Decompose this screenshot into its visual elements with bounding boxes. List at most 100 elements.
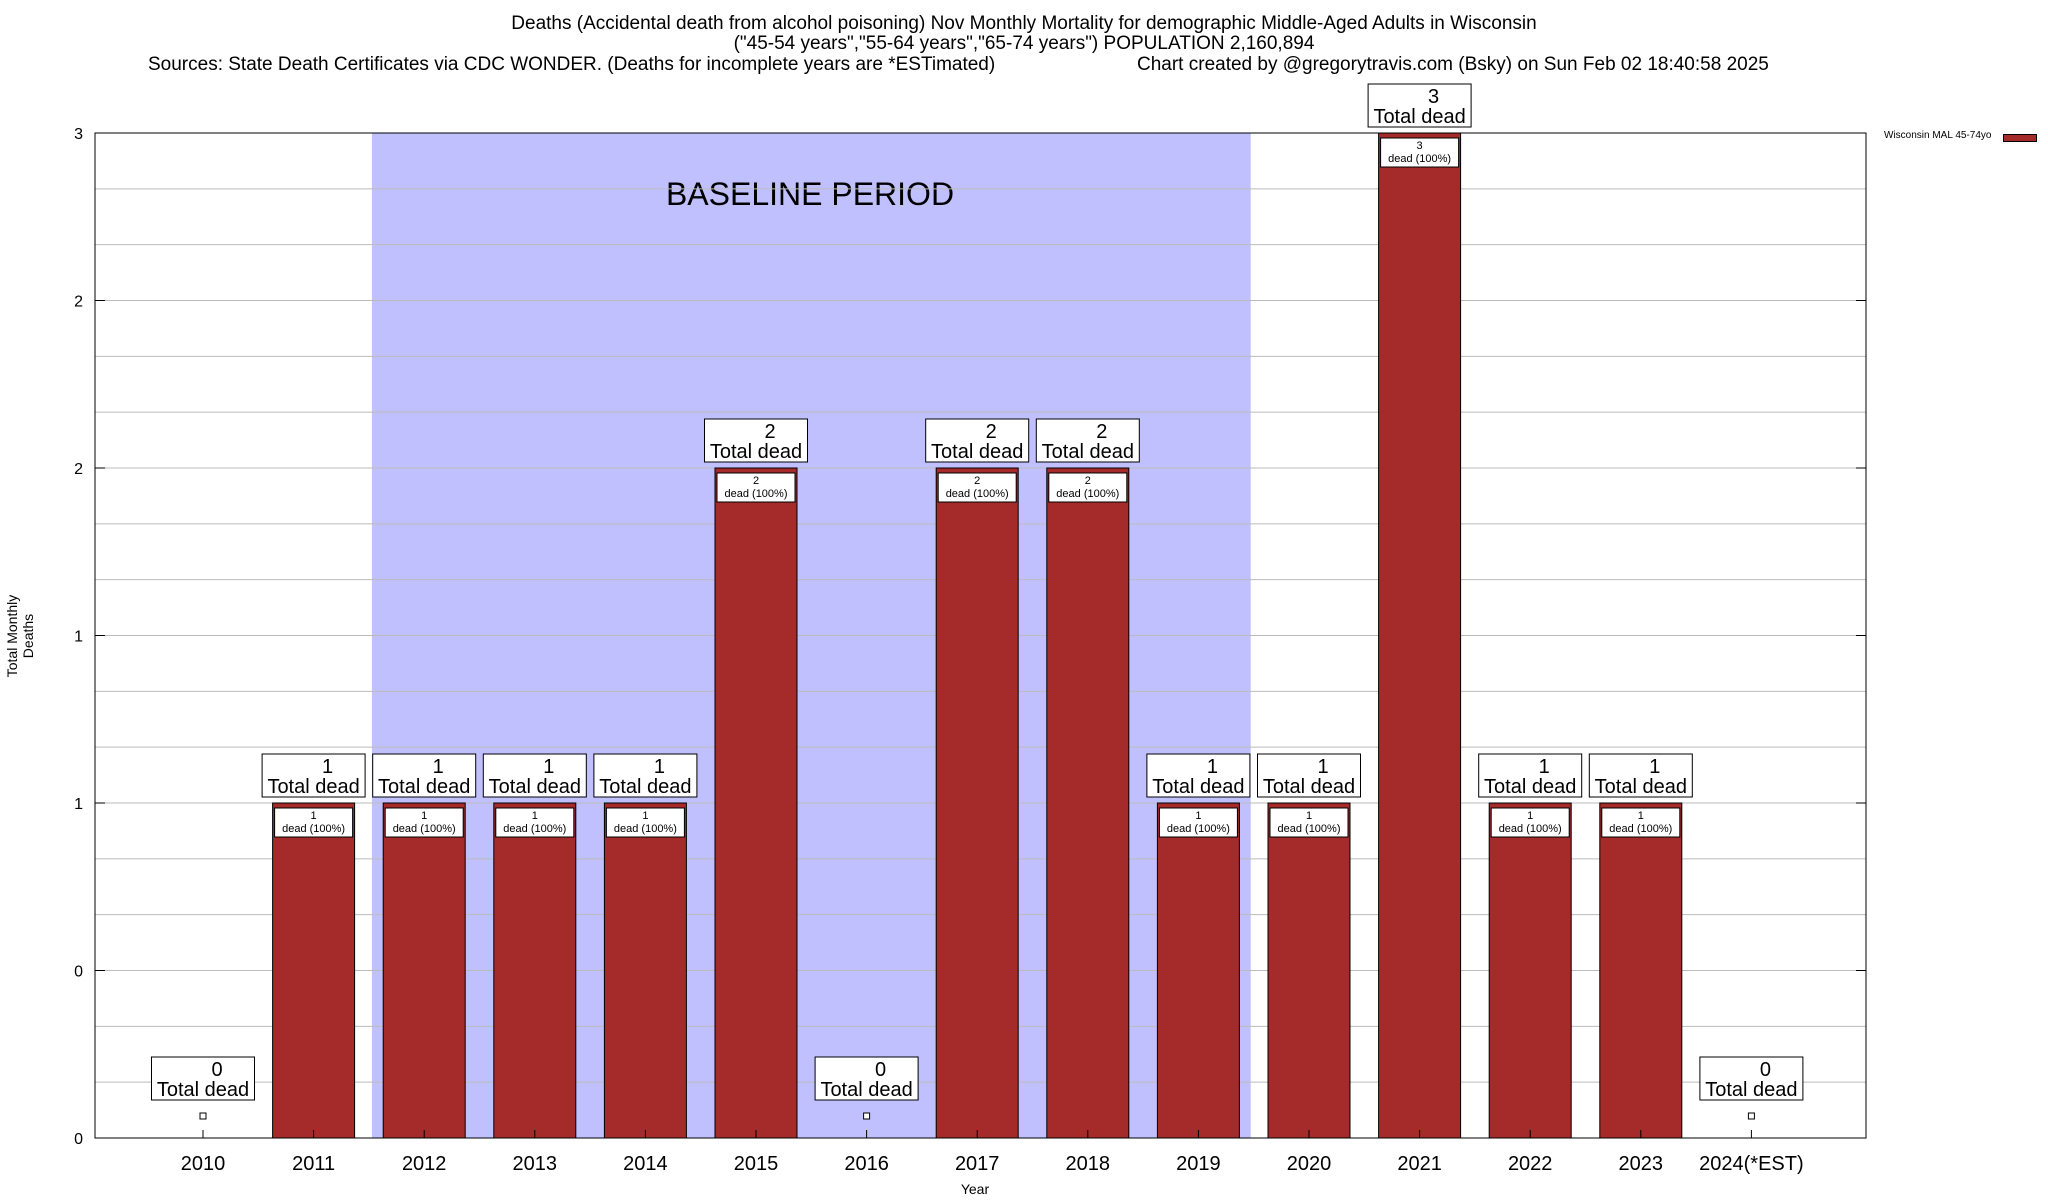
x-tick-label: 2012	[402, 1153, 447, 1175]
total-text-label: Total dead	[1484, 776, 1576, 798]
total-text-label: Total dead	[1595, 776, 1687, 798]
segment-label-box	[384, 807, 464, 838]
total-text-label: Total dead	[710, 441, 802, 463]
x-tick-label: 2023	[1619, 1153, 1664, 1175]
y-tick-label: 2	[74, 294, 83, 311]
segment-value-label: 1	[421, 810, 427, 822]
x-tick-label: 2013	[513, 1153, 558, 1175]
legend-swatch	[2003, 134, 2037, 142]
bars	[199, 132, 1755, 1139]
zero-marker	[199, 1112, 207, 1120]
segment-text-label: dead (100%)	[503, 823, 566, 835]
total-value-label: 1	[543, 756, 554, 778]
y-tick-label: 1	[74, 796, 83, 813]
x-tick-label: 2014	[623, 1153, 668, 1175]
total-value-label: 1	[1207, 756, 1218, 778]
bar	[1046, 467, 1130, 1139]
y-tick-label: 0	[74, 1131, 83, 1148]
segment-value-label: 1	[311, 810, 317, 822]
bar	[935, 467, 1019, 1139]
total-label-box	[1699, 1056, 1804, 1101]
segment-text-label: dead (100%)	[1278, 823, 1341, 835]
segment-text-label: dead (100%)	[614, 823, 677, 835]
x-axis-label: Year	[960, 1181, 990, 1197]
y-tick-label: 3	[74, 126, 83, 143]
total-label-box	[814, 1056, 919, 1101]
total-value-label: 1	[1317, 756, 1328, 778]
bar	[603, 802, 687, 1139]
segment-label-box	[1269, 807, 1349, 838]
y-tick-label: 2	[74, 461, 83, 478]
x-tick-label: 2015	[734, 1153, 779, 1175]
chart-title: Deaths (Accidental death from alcohol po…	[0, 14, 2048, 54]
total-value-label: 2	[1096, 421, 1107, 443]
segment-label-box	[1380, 137, 1460, 168]
total-value-label: 1	[433, 756, 444, 778]
segment-text-label: dead (100%)	[1388, 153, 1451, 165]
segment-text-label: dead (100%)	[1167, 823, 1230, 835]
total-text-label: Total dead	[820, 1079, 912, 1101]
bar	[1156, 802, 1240, 1139]
total-label-box	[1257, 753, 1361, 798]
segment-label-box	[1048, 472, 1128, 503]
total-value-label: 0	[1760, 1059, 1771, 1081]
total-label-box	[482, 753, 587, 798]
segment-value-label: 1	[1306, 810, 1312, 822]
total-text-label: Total dead	[931, 441, 1023, 463]
baseline-label: BASELINE PERIOD	[666, 176, 954, 212]
segment-value-label: 2	[753, 475, 759, 487]
segment-label-box	[937, 472, 1017, 503]
segment-text-label: dead (100%)	[946, 488, 1009, 500]
total-label-box	[704, 418, 808, 463]
total-text-label: Total dead	[1042, 441, 1134, 463]
total-text-label: Total dead	[157, 1079, 249, 1101]
total-text-label: Total dead	[1373, 106, 1465, 128]
segment-value-label: 1	[532, 810, 538, 822]
y-tick-label: 0	[74, 964, 83, 981]
segment-value-label: 1	[1527, 810, 1533, 822]
bar	[1488, 802, 1572, 1139]
segment-value-label: 1	[1638, 810, 1644, 822]
total-text-label: Total dead	[267, 776, 359, 798]
y-axis-label: Total Monthly Deaths	[4, 594, 36, 678]
total-value-label: 0	[875, 1059, 886, 1081]
segment-text-label: dead (100%)	[1609, 823, 1672, 835]
y-tick-label: 1	[74, 629, 83, 646]
segment-label-box	[716, 472, 796, 503]
segment-value-label: 3	[1417, 140, 1423, 152]
segment-value-label: 1	[1195, 810, 1201, 822]
total-value-label: 0	[211, 1059, 222, 1081]
zero-marker	[863, 1112, 871, 1120]
x-tick-label: 2024(*EST)	[1699, 1153, 1804, 1175]
credit-note: Chart created by @gregorytravis.com (Bsk…	[1137, 54, 1769, 75]
total-value-label: 2	[986, 421, 997, 443]
total-label-box	[1367, 83, 1472, 128]
title-line-1: Deaths (Accidental death from alcohol po…	[511, 13, 1537, 34]
bar	[272, 802, 356, 1139]
segment-value-label: 2	[974, 475, 980, 487]
total-label-box	[1035, 418, 1140, 463]
x-tick-label: 2011	[292, 1153, 335, 1175]
total-text-label: Total dead	[1263, 776, 1355, 798]
total-label-box	[925, 418, 1030, 463]
segment-label-box	[605, 807, 685, 838]
sources-note: Sources: State Death Certificates via CD…	[148, 54, 996, 75]
segment-label-box	[495, 807, 575, 838]
segment-value-label: 2	[1085, 475, 1091, 487]
segment-text-label: dead (100%)	[725, 488, 788, 500]
bar	[1267, 802, 1351, 1139]
total-text-label: Total dead	[1152, 776, 1244, 798]
x-tick-label: 2019	[1176, 1153, 1221, 1175]
bar	[1378, 132, 1462, 1139]
plot-frame	[94, 132, 1867, 1139]
total-value-label: 1	[1539, 756, 1550, 778]
x-tick-label: 2018	[1066, 1153, 1111, 1175]
total-label-box	[1146, 753, 1251, 798]
segment-value-label: 1	[642, 810, 648, 822]
segment-text-label: dead (100%)	[1499, 823, 1562, 835]
total-value-label: 1	[654, 756, 665, 778]
total-label-box	[261, 753, 366, 798]
total-value-label: 3	[1428, 86, 1439, 108]
segment-label-box	[1601, 807, 1681, 838]
